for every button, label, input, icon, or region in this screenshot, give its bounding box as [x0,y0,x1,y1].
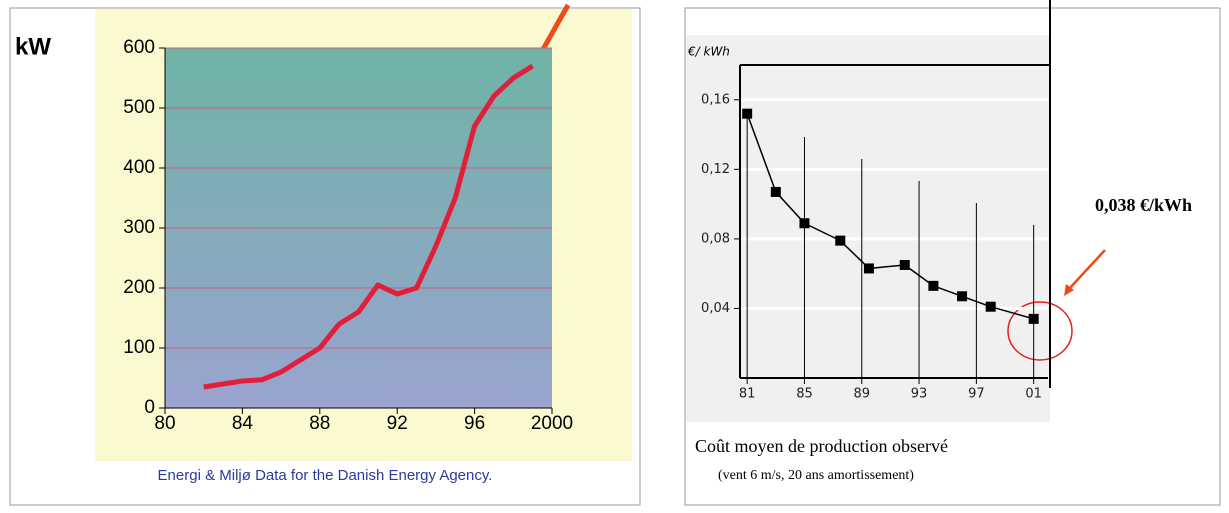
x-tick-label: 01 [1025,387,1042,402]
data-point [770,186,781,197]
y-tick-label: 500 [123,97,155,118]
data-point [957,291,968,302]
y-tick-label: 200 [123,277,155,298]
data-point [899,259,910,270]
y-tick-label: 400 [123,157,155,178]
y-tick-label: 100 [123,337,155,358]
y-tick-label: 0 [144,397,155,418]
annotation: 0,038 €/kWh [1095,195,1192,215]
x-tick-label: 89 [853,387,870,402]
y-tick-label: 300 [123,217,155,238]
chart-title: Coût moyen de production observé [695,436,948,456]
data-point [985,301,996,312]
x-tick-label: 93 [911,387,928,402]
chart-subtitle: (vent 6 m/s, 20 ans amortissement) [718,468,914,483]
x-tick-label: 97 [968,387,985,402]
data-line [746,113,1034,320]
x-tick-label: 88 [309,413,330,434]
arrow-head [1064,284,1074,296]
x-tick-label: 80 [154,413,175,434]
data-point [835,235,846,246]
y-tick-label: 0,04 [701,301,730,316]
x-tick-label: 84 [232,413,254,434]
y-tick-label: 0,12 [701,162,730,177]
x-tick-label: 92 [387,413,408,434]
highlight-circle [1007,301,1073,361]
arrow [1067,249,1106,291]
y-axis-label: €/ kWh [687,45,730,59]
y-tick-label: 600 [123,37,155,58]
y-tick-label: 0,16 [701,92,730,107]
data-point [863,263,874,274]
x-tick-label: 85 [796,387,813,402]
x-tick-label: 96 [464,413,485,434]
y-axis-label: kW [15,33,51,60]
data-point [928,280,939,291]
y-tick-label: 0,08 [701,231,730,246]
data-point [742,108,753,119]
data-point [799,218,810,229]
chart-subtitle: Energi & Miljø Data for the Danish Energ… [158,467,493,484]
x-tick-label: 2000 [531,413,573,434]
data-line [203,63,534,390]
data-point [1028,313,1039,324]
x-tick-label: 81 [739,387,756,402]
